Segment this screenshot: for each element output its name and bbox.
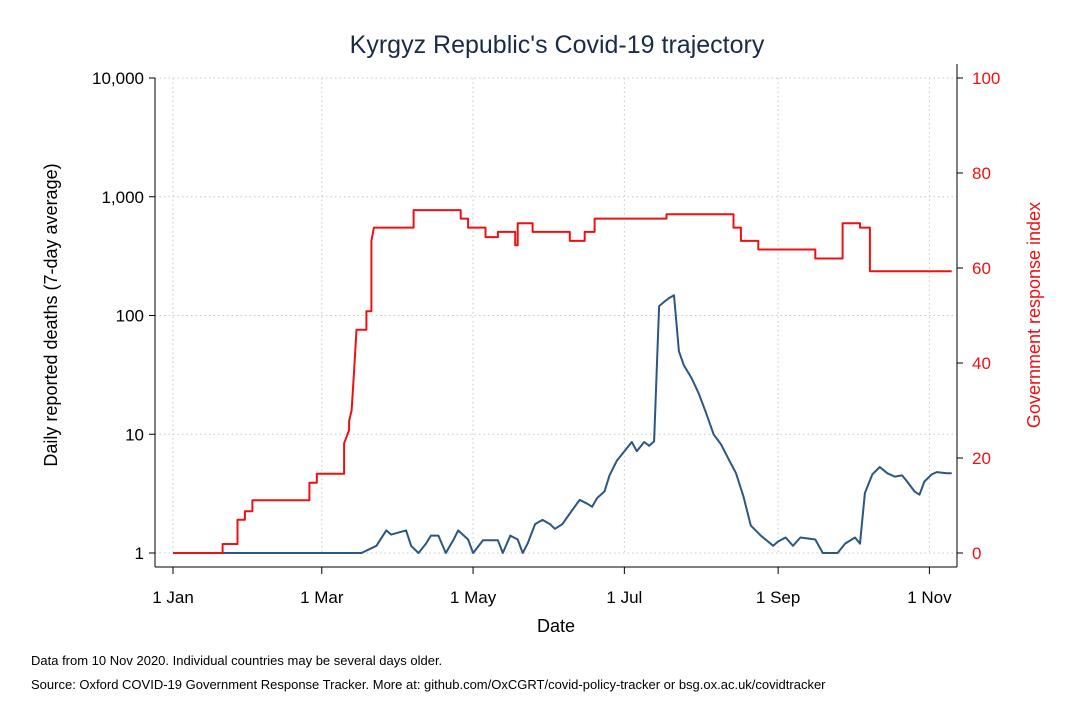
left-tick-label: 10,000 (92, 69, 144, 88)
left-tick-label: 1 (135, 544, 144, 563)
right-tick-label: 40 (972, 354, 991, 373)
right-axis-title: Government response index (1024, 202, 1044, 428)
data-date-note: Data from 10 Nov 2020. Individual countr… (31, 653, 443, 668)
right-tick-label: 0 (972, 544, 981, 563)
left-axis-title: Daily reported deaths (7-day average) (41, 163, 61, 466)
x-tick-label: 1 Jul (606, 588, 642, 607)
x-tick-label: 1 May (450, 588, 497, 607)
right-tick-label: 60 (972, 259, 991, 278)
x-tick-label: 1 Nov (907, 588, 952, 607)
right-tick-label: 100 (972, 69, 1000, 88)
x-axis-title: Date (537, 616, 575, 636)
axis-layer (149, 64, 963, 574)
grid-layer (155, 77, 957, 554)
left-tick-label: 1,000 (101, 188, 144, 207)
series-layer (173, 209, 952, 554)
chart-title: Kyrgyz Republic's Covid-19 trajectory (350, 31, 765, 59)
x-tick-label: 1 Sep (756, 588, 800, 607)
right-tick-label: 80 (972, 164, 991, 183)
right-tick-label: 20 (972, 449, 991, 468)
chart-svg: 1 10 100 1,000 10,000 0 20 40 60 80 100 1 Jan 1 Mar 1… (41, 31, 1044, 636)
response-index-series-line (173, 209, 952, 554)
source-note: Source: Oxford COVID-19 Government Respo… (31, 677, 826, 692)
label-layer: 1 10 100 1,000 10,000 0 20 40 60 80 100 1 Jan 1 Mar 1… (41, 31, 1044, 636)
x-tick-label: 1 Mar (300, 588, 344, 607)
left-tick-label: 100 (116, 307, 144, 326)
x-tick-label: 1 Jan (152, 588, 194, 607)
left-tick-label: 10 (125, 425, 144, 444)
deaths-series-line (173, 294, 952, 554)
